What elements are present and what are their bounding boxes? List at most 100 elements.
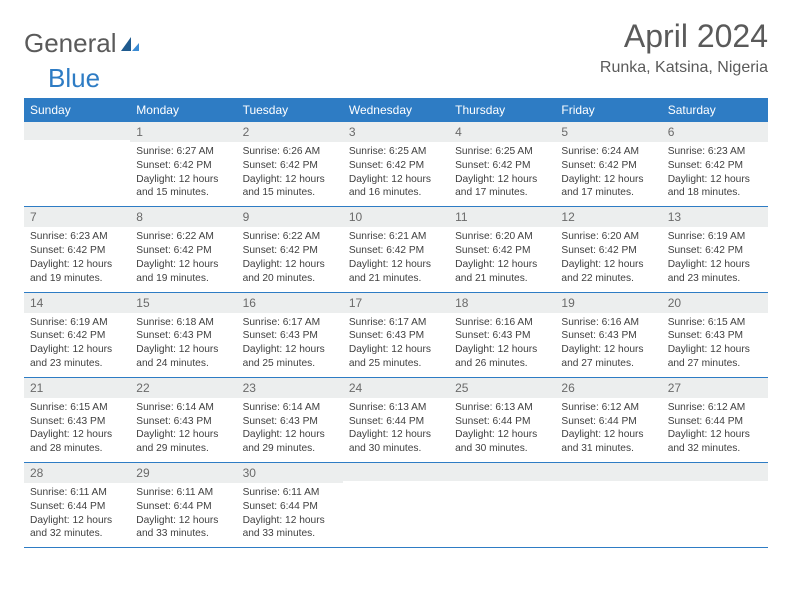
- sunset-text: Sunset: 6:43 PM: [243, 329, 337, 343]
- day-body: Sunrise: 6:16 AMSunset: 6:43 PMDaylight:…: [449, 313, 555, 377]
- day-cell: 29Sunrise: 6:11 AMSunset: 6:44 PMDayligh…: [130, 463, 236, 547]
- weeks-container: 1Sunrise: 6:27 AMSunset: 6:42 PMDaylight…: [24, 122, 768, 548]
- day-cell: 5Sunrise: 6:24 AMSunset: 6:42 PMDaylight…: [555, 122, 661, 206]
- day-body: Sunrise: 6:17 AMSunset: 6:43 PMDaylight:…: [343, 313, 449, 377]
- sunset-text: Sunset: 6:43 PM: [136, 415, 230, 429]
- daylight-text: Daylight: 12 hours and 17 minutes.: [561, 173, 655, 201]
- day-cell: 3Sunrise: 6:25 AMSunset: 6:42 PMDaylight…: [343, 122, 449, 206]
- day-body: Sunrise: 6:23 AMSunset: 6:42 PMDaylight:…: [662, 142, 768, 206]
- sunset-text: Sunset: 6:42 PM: [561, 159, 655, 173]
- day-cell: 16Sunrise: 6:17 AMSunset: 6:43 PMDayligh…: [237, 293, 343, 377]
- daylight-text: Daylight: 12 hours and 20 minutes.: [243, 258, 337, 286]
- day-cell: 7Sunrise: 6:23 AMSunset: 6:42 PMDaylight…: [24, 207, 130, 291]
- day-cell: 13Sunrise: 6:19 AMSunset: 6:42 PMDayligh…: [662, 207, 768, 291]
- day-number: [662, 463, 768, 481]
- sunrise-text: Sunrise: 6:11 AM: [136, 486, 230, 500]
- daylight-text: Daylight: 12 hours and 19 minutes.: [136, 258, 230, 286]
- day-cell: 27Sunrise: 6:12 AMSunset: 6:44 PMDayligh…: [662, 378, 768, 462]
- sunrise-text: Sunrise: 6:19 AM: [668, 230, 762, 244]
- day-cell: [24, 122, 130, 206]
- day-body: Sunrise: 6:27 AMSunset: 6:42 PMDaylight:…: [130, 142, 236, 206]
- day-cell: [449, 463, 555, 547]
- day-cell: [343, 463, 449, 547]
- day-body: Sunrise: 6:22 AMSunset: 6:42 PMDaylight:…: [130, 227, 236, 291]
- sunset-text: Sunset: 6:42 PM: [243, 159, 337, 173]
- day-body: Sunrise: 6:11 AMSunset: 6:44 PMDaylight:…: [130, 483, 236, 547]
- day-body: Sunrise: 6:23 AMSunset: 6:42 PMDaylight:…: [24, 227, 130, 291]
- weekday-header-row: Sunday Monday Tuesday Wednesday Thursday…: [24, 98, 768, 122]
- day-body: Sunrise: 6:19 AMSunset: 6:42 PMDaylight:…: [24, 313, 130, 377]
- daylight-text: Daylight: 12 hours and 26 minutes.: [455, 343, 549, 371]
- day-cell: 19Sunrise: 6:16 AMSunset: 6:43 PMDayligh…: [555, 293, 661, 377]
- day-cell: 15Sunrise: 6:18 AMSunset: 6:43 PMDayligh…: [130, 293, 236, 377]
- day-number: [555, 463, 661, 481]
- day-body: Sunrise: 6:26 AMSunset: 6:42 PMDaylight:…: [237, 142, 343, 206]
- day-number: 23: [237, 378, 343, 398]
- day-cell: 9Sunrise: 6:22 AMSunset: 6:42 PMDaylight…: [237, 207, 343, 291]
- weekday-friday: Friday: [555, 98, 661, 122]
- sunrise-text: Sunrise: 6:25 AM: [349, 145, 443, 159]
- sunset-text: Sunset: 6:44 PM: [136, 500, 230, 514]
- day-cell: 4Sunrise: 6:25 AMSunset: 6:42 PMDaylight…: [449, 122, 555, 206]
- day-cell: 24Sunrise: 6:13 AMSunset: 6:44 PMDayligh…: [343, 378, 449, 462]
- sunrise-text: Sunrise: 6:26 AM: [243, 145, 337, 159]
- sunset-text: Sunset: 6:42 PM: [30, 329, 124, 343]
- sunrise-text: Sunrise: 6:14 AM: [243, 401, 337, 415]
- weekday-monday: Monday: [130, 98, 236, 122]
- brand-name-a: General: [24, 28, 117, 59]
- sunset-text: Sunset: 6:43 PM: [243, 415, 337, 429]
- day-body: Sunrise: 6:14 AMSunset: 6:43 PMDaylight:…: [237, 398, 343, 462]
- sunset-text: Sunset: 6:43 PM: [30, 415, 124, 429]
- daylight-text: Daylight: 12 hours and 27 minutes.: [561, 343, 655, 371]
- day-number: 14: [24, 293, 130, 313]
- sunset-text: Sunset: 6:44 PM: [243, 500, 337, 514]
- day-number: [343, 463, 449, 481]
- sunrise-text: Sunrise: 6:12 AM: [668, 401, 762, 415]
- sunset-text: Sunset: 6:42 PM: [455, 244, 549, 258]
- day-number: 18: [449, 293, 555, 313]
- weekday-wednesday: Wednesday: [343, 98, 449, 122]
- daylight-text: Daylight: 12 hours and 18 minutes.: [668, 173, 762, 201]
- sunrise-text: Sunrise: 6:20 AM: [561, 230, 655, 244]
- weekday-tuesday: Tuesday: [237, 98, 343, 122]
- day-cell: 6Sunrise: 6:23 AMSunset: 6:42 PMDaylight…: [662, 122, 768, 206]
- sunrise-text: Sunrise: 6:18 AM: [136, 316, 230, 330]
- day-number: 11: [449, 207, 555, 227]
- daylight-text: Daylight: 12 hours and 22 minutes.: [561, 258, 655, 286]
- day-number: 24: [343, 378, 449, 398]
- day-number: [24, 122, 130, 140]
- weekday-thursday: Thursday: [449, 98, 555, 122]
- day-body: Sunrise: 6:11 AMSunset: 6:44 PMDaylight:…: [237, 483, 343, 547]
- day-body: Sunrise: 6:13 AMSunset: 6:44 PMDaylight:…: [449, 398, 555, 462]
- sunset-text: Sunset: 6:42 PM: [349, 244, 443, 258]
- day-number: 17: [343, 293, 449, 313]
- sunrise-text: Sunrise: 6:15 AM: [668, 316, 762, 330]
- day-number: 6: [662, 122, 768, 142]
- day-body: Sunrise: 6:13 AMSunset: 6:44 PMDaylight:…: [343, 398, 449, 462]
- day-cell: 18Sunrise: 6:16 AMSunset: 6:43 PMDayligh…: [449, 293, 555, 377]
- sunset-text: Sunset: 6:44 PM: [668, 415, 762, 429]
- day-cell: 17Sunrise: 6:17 AMSunset: 6:43 PMDayligh…: [343, 293, 449, 377]
- day-body: Sunrise: 6:12 AMSunset: 6:44 PMDaylight:…: [662, 398, 768, 462]
- sunset-text: Sunset: 6:43 PM: [561, 329, 655, 343]
- day-number: 7: [24, 207, 130, 227]
- daylight-text: Daylight: 12 hours and 25 minutes.: [349, 343, 443, 371]
- day-number: 19: [555, 293, 661, 313]
- day-number: 10: [343, 207, 449, 227]
- sunrise-text: Sunrise: 6:22 AM: [136, 230, 230, 244]
- day-body: Sunrise: 6:25 AMSunset: 6:42 PMDaylight:…: [449, 142, 555, 206]
- daylight-text: Daylight: 12 hours and 17 minutes.: [455, 173, 549, 201]
- daylight-text: Daylight: 12 hours and 33 minutes.: [136, 514, 230, 542]
- weekday-sunday: Sunday: [24, 98, 130, 122]
- sunrise-text: Sunrise: 6:14 AM: [136, 401, 230, 415]
- day-cell: 12Sunrise: 6:20 AMSunset: 6:42 PMDayligh…: [555, 207, 661, 291]
- daylight-text: Daylight: 12 hours and 24 minutes.: [136, 343, 230, 371]
- day-number: 3: [343, 122, 449, 142]
- day-cell: 10Sunrise: 6:21 AMSunset: 6:42 PMDayligh…: [343, 207, 449, 291]
- sunrise-text: Sunrise: 6:17 AM: [243, 316, 337, 330]
- day-body: Sunrise: 6:12 AMSunset: 6:44 PMDaylight:…: [555, 398, 661, 462]
- week-row: 1Sunrise: 6:27 AMSunset: 6:42 PMDaylight…: [24, 122, 768, 207]
- sunrise-text: Sunrise: 6:27 AM: [136, 145, 230, 159]
- daylight-text: Daylight: 12 hours and 23 minutes.: [30, 343, 124, 371]
- sunrise-text: Sunrise: 6:11 AM: [30, 486, 124, 500]
